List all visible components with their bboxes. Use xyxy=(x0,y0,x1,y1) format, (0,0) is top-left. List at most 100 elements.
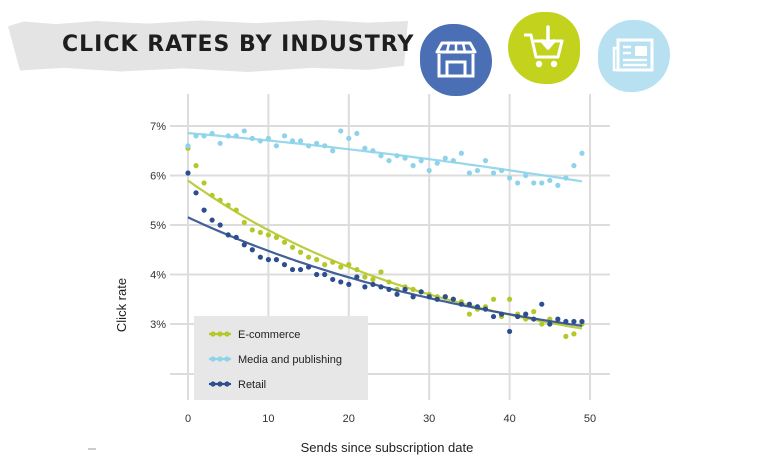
data-point xyxy=(579,150,585,156)
store-icon xyxy=(420,24,492,96)
data-point xyxy=(201,180,207,186)
legend: E-commerce Media and publishing Retail xyxy=(194,316,368,400)
data-point xyxy=(370,281,376,287)
data-point xyxy=(241,219,247,226)
data-point xyxy=(507,175,513,181)
data-point xyxy=(442,155,448,161)
data-point xyxy=(507,296,513,302)
data-point xyxy=(185,143,191,149)
data-point xyxy=(539,321,545,327)
data-point xyxy=(217,140,223,146)
data-point xyxy=(233,207,239,213)
data-point xyxy=(474,167,481,174)
data-point xyxy=(185,170,191,176)
data-point xyxy=(450,296,456,302)
data-point xyxy=(289,266,296,273)
data-point xyxy=(555,182,561,188)
data-point xyxy=(217,222,223,228)
data-point xyxy=(289,138,296,144)
trend-line xyxy=(187,216,583,327)
data-point xyxy=(539,180,545,186)
data-point xyxy=(386,279,392,285)
data-point xyxy=(402,286,408,292)
data-point xyxy=(547,177,553,184)
data-point xyxy=(362,145,368,151)
data-point xyxy=(314,257,320,263)
legend-swatch-dot xyxy=(210,356,216,362)
data-point xyxy=(249,247,255,253)
data-point xyxy=(378,153,384,159)
data-point xyxy=(402,155,408,161)
data-point xyxy=(354,130,360,137)
shopping-cart-download-icon xyxy=(508,12,580,84)
data-point xyxy=(370,276,376,283)
legend-swatch-dot xyxy=(217,331,223,337)
data-point xyxy=(338,279,344,285)
data-point xyxy=(330,259,336,265)
data-point xyxy=(257,229,263,236)
data-point xyxy=(225,133,231,139)
data-point xyxy=(498,311,505,317)
data-point xyxy=(563,318,569,325)
data-point xyxy=(249,227,255,233)
y-axis-label: Click rate xyxy=(114,278,129,332)
legend-swatch-dot xyxy=(217,356,223,362)
data-point xyxy=(241,242,247,248)
data-point xyxy=(362,274,368,280)
data-point xyxy=(418,158,424,164)
data-point xyxy=(217,197,223,203)
data-point xyxy=(193,190,199,196)
data-point xyxy=(531,309,537,315)
data-point xyxy=(426,294,432,300)
x-tick-label: 30 xyxy=(423,413,435,425)
legend-label: Media and publishing xyxy=(238,354,342,366)
data-point xyxy=(394,153,400,159)
data-point xyxy=(354,266,360,273)
data-point xyxy=(450,158,456,164)
data-point xyxy=(306,143,312,149)
data-point xyxy=(362,284,368,290)
data-point xyxy=(490,170,497,176)
data-point xyxy=(354,274,360,280)
x-axis-label: Sends since subscription date xyxy=(301,440,474,455)
data-point xyxy=(458,301,464,307)
data-point xyxy=(273,143,280,149)
data-point xyxy=(322,271,328,278)
data-point xyxy=(281,262,288,268)
legend-label: E-commerce xyxy=(238,329,300,341)
data-point xyxy=(297,249,304,255)
data-point xyxy=(563,333,569,339)
data-point xyxy=(273,257,280,263)
data-point xyxy=(265,135,271,141)
data-point xyxy=(314,140,320,146)
data-point xyxy=(378,269,384,275)
y-tick-label: 6% xyxy=(150,171,166,183)
data-point xyxy=(322,262,328,268)
data-point xyxy=(410,294,416,300)
x-tick-label: 40 xyxy=(503,413,515,425)
data-point xyxy=(458,150,464,156)
data-point xyxy=(539,301,545,307)
data-point xyxy=(346,281,352,287)
data-point xyxy=(563,175,569,181)
data-point xyxy=(523,172,529,179)
legend-label: Retail xyxy=(238,379,266,391)
data-point xyxy=(201,133,207,139)
data-point xyxy=(531,180,537,186)
data-point xyxy=(410,286,416,292)
data-point xyxy=(490,296,497,302)
data-point xyxy=(241,128,247,134)
data-point xyxy=(209,217,215,223)
y-tick-label: 7% xyxy=(150,121,166,133)
data-point xyxy=(233,234,239,240)
title-banner xyxy=(8,20,408,72)
data-point xyxy=(257,254,263,260)
data-point xyxy=(426,167,432,174)
y-tick-label: 5% xyxy=(150,220,166,232)
data-point xyxy=(330,276,336,283)
data-point xyxy=(209,192,215,198)
x-tick-label: 50 xyxy=(584,413,596,425)
data-point xyxy=(306,264,312,270)
chart-title: CLICK RATES BY INDUSTRY xyxy=(62,32,415,57)
